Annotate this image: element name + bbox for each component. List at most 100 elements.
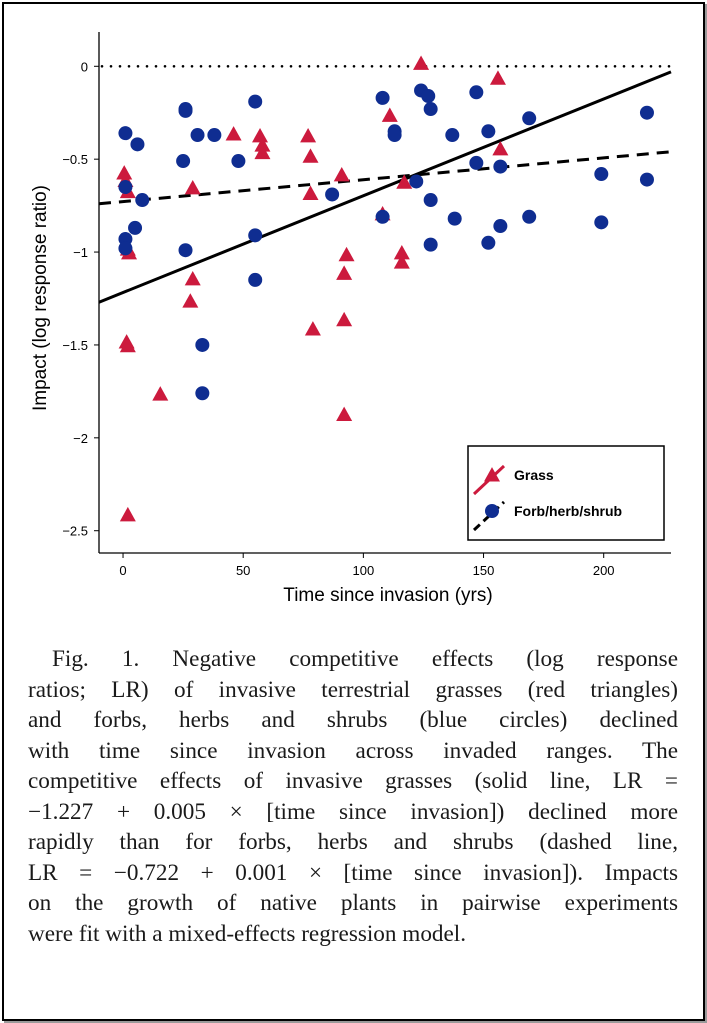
legend-grass-marker bbox=[484, 467, 500, 482]
legend: Grass Forb/herb/shrub bbox=[467, 445, 665, 541]
x-tick-label: 100 bbox=[353, 563, 375, 578]
grass-point bbox=[336, 265, 353, 280]
forb-point bbox=[493, 219, 508, 234]
forb-point bbox=[118, 241, 133, 256]
forb-point bbox=[195, 386, 210, 401]
caption-line: ratios; LR) of invasive terrestrial gras… bbox=[28, 676, 678, 703]
grass-point bbox=[489, 70, 506, 85]
grass-point bbox=[393, 244, 410, 260]
legend-forb-marker bbox=[485, 504, 499, 518]
legend-grass-key bbox=[472, 464, 506, 496]
forb-point bbox=[375, 209, 390, 224]
grass-point bbox=[338, 246, 355, 262]
caption-line: Fig. 1. Negative competitive effects (lo… bbox=[52, 646, 678, 672]
grass-point bbox=[336, 311, 353, 327]
axes: 0 50 100 150 200 0 −0.5 −1 −1.5 −2 −2.5 bbox=[62, 32, 673, 578]
forb-point bbox=[469, 155, 484, 170]
forb-point bbox=[594, 167, 609, 182]
forb-point bbox=[493, 159, 508, 174]
x-tick-label: 0 bbox=[119, 563, 126, 578]
regression-lines bbox=[98, 70, 672, 304]
forb-point bbox=[130, 137, 145, 152]
grass-point bbox=[381, 107, 398, 122]
legend-grass-label: Grass bbox=[514, 467, 554, 483]
figure-caption: Fig. 1. Negative competitive effects (lo… bbox=[28, 644, 678, 949]
forb-point bbox=[118, 180, 133, 195]
forb-point bbox=[409, 174, 424, 189]
y-tick-label: −1 bbox=[73, 245, 88, 260]
grass-point bbox=[119, 337, 136, 353]
forb-point bbox=[522, 209, 537, 224]
grass-point bbox=[302, 185, 319, 200]
caption-line: on the growth of native plants in pairwi… bbox=[28, 890, 678, 916]
forb-point bbox=[421, 89, 436, 104]
forb-point bbox=[387, 128, 402, 143]
grass-point bbox=[182, 293, 199, 308]
forb-point bbox=[423, 102, 438, 117]
grass-point bbox=[184, 179, 201, 195]
grass-point bbox=[300, 127, 317, 143]
caption-line: were fit with a mixed-effects regression… bbox=[28, 920, 467, 947]
y-tick-label: 0 bbox=[81, 59, 88, 74]
caption-line: −1.227 + 0.005 × [time since invasion]) … bbox=[28, 798, 678, 825]
grass-point bbox=[413, 55, 430, 70]
forb-point bbox=[423, 193, 438, 208]
caption-line: rapidly than for forbs, herbs and shrubs… bbox=[28, 829, 678, 855]
legend-forb-label: Forb/herb/shrub bbox=[514, 503, 622, 519]
grass-point bbox=[225, 126, 242, 141]
forb-point bbox=[248, 272, 263, 287]
caption-line: and forbs, herbs and shrubs (blue circle… bbox=[28, 707, 678, 733]
forb-point bbox=[128, 220, 143, 235]
y-tick-label: −2.5 bbox=[62, 524, 88, 539]
data-points bbox=[116, 55, 654, 522]
forb-point bbox=[639, 105, 654, 120]
forb-point bbox=[594, 215, 609, 230]
x-tick-label: 200 bbox=[593, 563, 615, 578]
caption-line: LR = −0.722 + 0.001 × [time since invasi… bbox=[28, 859, 678, 886]
grass-point bbox=[336, 406, 353, 422]
y-tick-label: −2 bbox=[73, 431, 88, 446]
grass-point bbox=[116, 165, 133, 180]
forb-point bbox=[325, 187, 340, 202]
forb-point bbox=[445, 128, 460, 143]
forb-point bbox=[118, 126, 133, 141]
forb-point bbox=[423, 237, 438, 252]
forb-point bbox=[447, 211, 462, 226]
forb-point bbox=[231, 154, 246, 169]
forb-point bbox=[375, 90, 390, 105]
forb-point bbox=[248, 228, 263, 243]
y-tick-label: −1.5 bbox=[62, 338, 88, 353]
forb-point bbox=[178, 103, 193, 118]
scatter-chart: 0 50 100 150 200 0 −0.5 −1 −1.5 −2 −2.5 Time since… bbox=[30, 32, 673, 606]
y-axis-title: Impact (log response ratio) bbox=[30, 185, 51, 411]
grass-point bbox=[396, 174, 413, 189]
forb-point bbox=[639, 172, 654, 187]
forb-point bbox=[207, 128, 222, 143]
grass-point bbox=[254, 144, 271, 160]
x-axis-title: Time since invasion (yrs) bbox=[283, 585, 492, 606]
x-tick-label: 50 bbox=[236, 563, 250, 578]
caption-line: competitive effects of invasive grasses … bbox=[28, 768, 678, 794]
forb-point bbox=[481, 124, 496, 139]
grass-point bbox=[333, 166, 350, 182]
forb-fit-line bbox=[98, 150, 672, 206]
grass-point bbox=[492, 140, 509, 156]
forb-point bbox=[195, 337, 210, 352]
forb-point bbox=[248, 94, 263, 109]
caption-line: with time since invasion across invaded … bbox=[28, 737, 678, 764]
grass-point bbox=[184, 270, 201, 286]
grass-point bbox=[119, 506, 136, 522]
legend-forb-key bbox=[472, 500, 506, 532]
grass-fit-line bbox=[98, 70, 672, 304]
forb-point bbox=[481, 235, 496, 250]
forb-point bbox=[135, 193, 150, 208]
grass-point bbox=[252, 127, 269, 143]
forb-point bbox=[178, 243, 193, 258]
forb-point bbox=[190, 128, 205, 143]
forb-point bbox=[469, 85, 484, 100]
grass-point bbox=[304, 321, 321, 336]
y-tick-label: −0.5 bbox=[62, 152, 88, 167]
x-tick-label: 150 bbox=[473, 563, 495, 578]
grass-point bbox=[302, 148, 319, 163]
grass-point bbox=[254, 137, 271, 152]
